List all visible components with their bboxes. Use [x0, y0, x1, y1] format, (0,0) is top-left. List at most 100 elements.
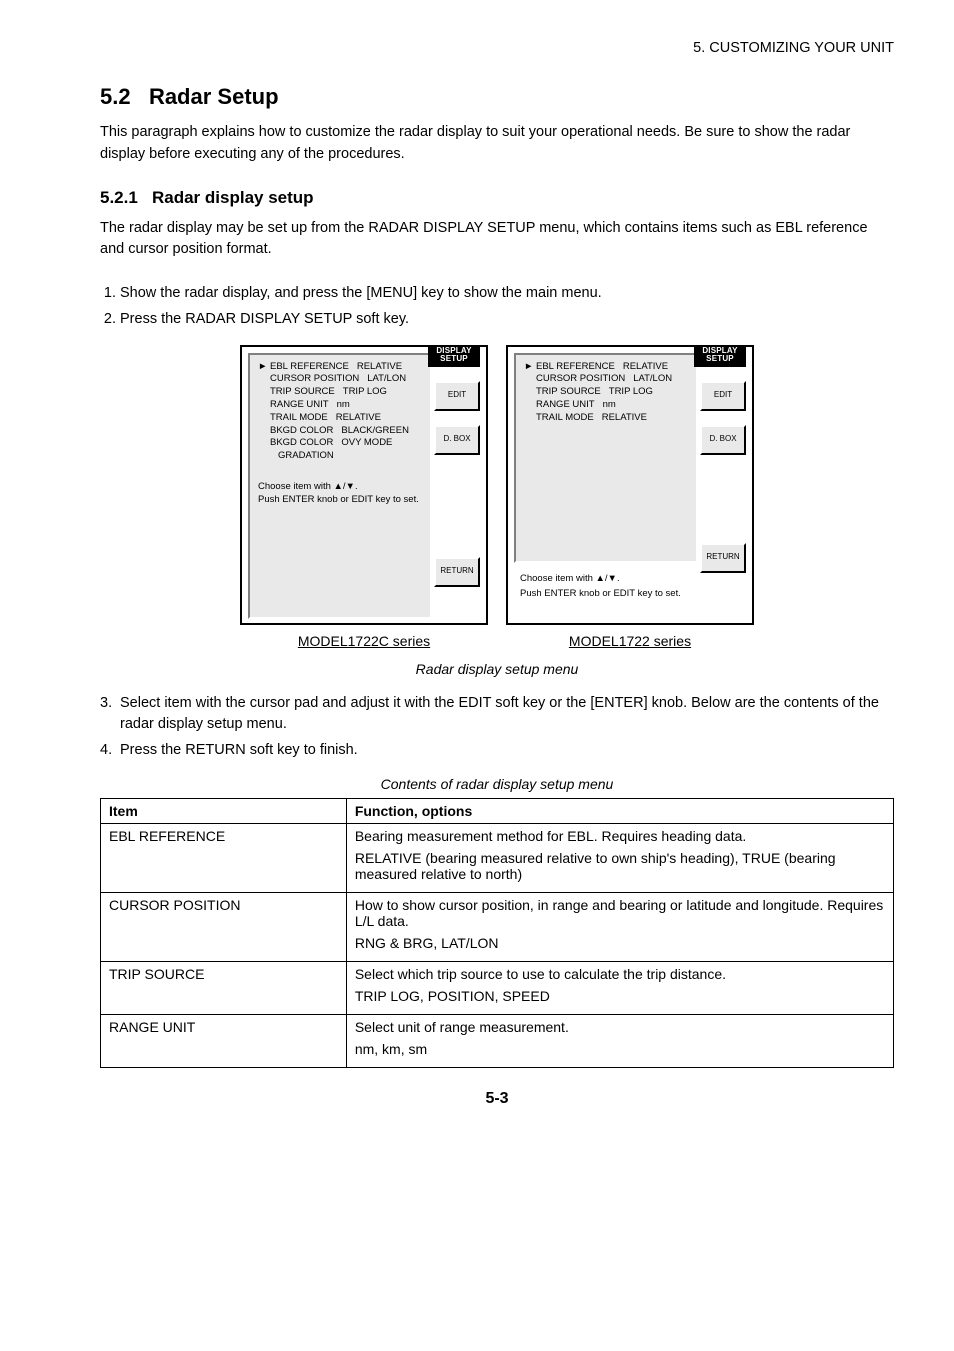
- steps-list-2: Select item with the cursor pad and adju…: [100, 693, 894, 762]
- screen-left-menu-panel: ►EBL REFERENCERELATIVECURSOR POSITIONLAT…: [248, 353, 432, 619]
- menu-row: BKGD COLOR OVY MODE: [258, 437, 422, 450]
- menu-arrow: ►: [258, 361, 266, 374]
- steps-list-1: Show the radar display, and press the [M…: [100, 283, 894, 331]
- menu-arrow: ►: [524, 361, 532, 374]
- table-header-row: Item Function, options: [101, 798, 894, 823]
- step-2: Press the RADAR DISPLAY SETUP soft key.: [120, 309, 894, 331]
- table-item-cell: TRIP SOURCE: [101, 961, 347, 1014]
- menu-row: RANGE UNIT nm: [258, 399, 422, 412]
- menu-key: TRIP SOURCE: [536, 386, 601, 399]
- tab-label-2: SETUP: [440, 354, 468, 363]
- menu-value: nm: [337, 399, 350, 412]
- figure-caption: Radar display setup menu: [100, 661, 894, 677]
- step-3: Select item with the cursor pad and adju…: [120, 693, 894, 737]
- page-number: 5-3: [100, 1090, 894, 1108]
- tab-label-1: DISPLAY: [436, 346, 471, 355]
- menu-row: RANGE UNITnm: [524, 399, 688, 412]
- menu-arrow: [524, 373, 532, 386]
- section-name: Radar Setup: [149, 84, 279, 109]
- subsection-number: 5.2.1: [100, 188, 138, 207]
- table-body-text: How to show cursor position, in range an…: [355, 897, 885, 929]
- table-row: TRIP SOURCESelect which trip source to u…: [101, 961, 894, 1014]
- menu-list-right: ►EBL REFERENCERELATIVECURSOR POSITIONLAT…: [524, 361, 688, 425]
- directions-right-wrap: Choose item with ▲/▼. Push ENTER knob or…: [520, 569, 696, 599]
- col-item: Item: [101, 798, 347, 823]
- screen-left: ►EBL REFERENCERELATIVECURSOR POSITIONLAT…: [240, 345, 488, 625]
- menu-row: TRIP SOURCE TRIP LOG: [258, 386, 422, 399]
- table-item-cell: EBL REFERENCE: [101, 823, 347, 892]
- table-body-text: Select unit of range measurement.: [355, 1019, 885, 1035]
- col-func: Function, options: [346, 798, 893, 823]
- softkey-return-left[interactable]: RETURN: [434, 557, 480, 587]
- caption-row: MODEL1722C series MODEL1722 series: [100, 633, 894, 649]
- menu-arrow: [258, 425, 266, 438]
- menu-arrow: [258, 412, 266, 425]
- running-header: 5. CUSTOMIZING YOUR UNIT: [100, 40, 894, 56]
- directions-left-2: Push ENTER knob or EDIT key to set.: [258, 494, 422, 507]
- step-4: Press the RETURN soft key to finish.: [120, 740, 894, 762]
- table-title: Contents of radar display setup menu: [100, 776, 894, 792]
- menu-key: CURSOR POSITION: [536, 373, 625, 386]
- menu-arrow: [258, 386, 266, 399]
- menu-key: EBL REFERENCE: [536, 361, 615, 374]
- step-1: Show the radar display, and press the [M…: [120, 283, 894, 305]
- screen-right: ►EBL REFERENCERELATIVECURSOR POSITIONLAT…: [506, 345, 754, 625]
- menu-value: OVY MODE: [341, 437, 392, 450]
- menu-row: ► EBL REFERENCE RELATIVE: [524, 361, 688, 374]
- table-func-cell: How to show cursor position, in range an…: [346, 892, 893, 961]
- softkey-dbox-right[interactable]: D. BOX: [700, 425, 746, 455]
- menu-arrow: [258, 450, 266, 463]
- menu-key: TRAIL MODE: [270, 412, 328, 425]
- menu-row: ►EBL REFERENCERELATIVE: [258, 361, 422, 374]
- softkey-return-right[interactable]: RETURN: [700, 543, 746, 573]
- menu-key: TRIP SOURCE: [270, 386, 335, 399]
- menu-arrow: [524, 412, 532, 425]
- directions-left-1: Choose item with ▲/▼.: [258, 481, 422, 494]
- table-row: CURSOR POSITIONHow to show cursor positi…: [101, 892, 894, 961]
- softkey-edit-left[interactable]: EDIT: [434, 381, 480, 411]
- menu-value: RELATIVE: [336, 412, 381, 425]
- menu-value: nm: [603, 399, 616, 412]
- section-title: 5.2 Radar Setup: [100, 84, 894, 110]
- menu-arrow: [258, 437, 266, 450]
- table-opts-text: RNG & BRG, LAT/LON: [355, 935, 885, 951]
- menu-value: RELATIVE: [623, 361, 668, 374]
- table-func-cell: Bearing measurement method for EBL. Requ…: [346, 823, 893, 892]
- tab-label-left: DISPLAY SETUP: [428, 345, 480, 368]
- menu-key: BKGD COLOR: [270, 437, 333, 450]
- table-row: RANGE UNITSelect unit of range measureme…: [101, 1014, 894, 1067]
- menu-key: TRAIL MODE: [536, 412, 594, 425]
- caption-left: MODEL1722C series: [240, 633, 488, 649]
- table-row: EBL REFERENCE Bearing measurement method …: [101, 823, 894, 892]
- menu-row: TRIP SOURCETRIP LOG: [524, 386, 688, 399]
- section-intro: This paragraph explains how to customize…: [100, 122, 894, 166]
- tab-label-right: DISPLAY SETUP: [694, 345, 746, 368]
- table-item-cell: RANGE UNIT: [101, 1014, 347, 1067]
- menu-list-left: ►EBL REFERENCERELATIVECURSOR POSITIONLAT…: [258, 361, 422, 464]
- menu-key: RANGE UNIT: [270, 399, 329, 412]
- table-opts-text: nm, km, sm: [355, 1041, 885, 1057]
- menu-value: LAT/LON: [367, 373, 406, 386]
- softkey-edit-right[interactable]: EDIT: [700, 381, 746, 411]
- table-func-cell: Select which trip source to use to calcu…: [346, 961, 893, 1014]
- menu-row: GRADATION: [258, 450, 422, 463]
- menu-key: BKGD COLOR: [270, 425, 333, 438]
- menu-value: TRIP LOG: [343, 386, 387, 399]
- screen-right-menu-panel: ►EBL REFERENCERELATIVECURSOR POSITIONLAT…: [514, 353, 698, 563]
- menu-value: LAT/LON: [633, 373, 672, 386]
- menu-arrow: [258, 399, 266, 412]
- table-opts-text: TRIP LOG, POSITION, SPEED: [355, 988, 885, 1004]
- menu-value: RELATIVE: [602, 412, 647, 425]
- table-func-cell: Select unit of range measurement. nm, km,…: [346, 1014, 893, 1067]
- menu-arrow: [258, 373, 266, 386]
- subsection-title: 5.2.1 Radar display setup: [100, 188, 894, 208]
- menu-arrow: [524, 399, 532, 412]
- menu-row: CURSOR POSITIONLAT/LON: [258, 373, 422, 386]
- menu-value: RELATIVE: [357, 361, 402, 374]
- options-table: Item Function, options EBL REFERENCE Bear…: [100, 798, 894, 1068]
- tab-label-r1: DISPLAY: [702, 346, 737, 355]
- table-body-text: Bearing measurement method for EBL. Requ…: [355, 828, 885, 844]
- directions-right-1: Choose item with ▲/▼.: [520, 573, 696, 584]
- softkey-dbox-left[interactable]: D. BOX: [434, 425, 480, 455]
- table-opts-text: RELATIVE (bearing measured relative to o…: [355, 850, 885, 882]
